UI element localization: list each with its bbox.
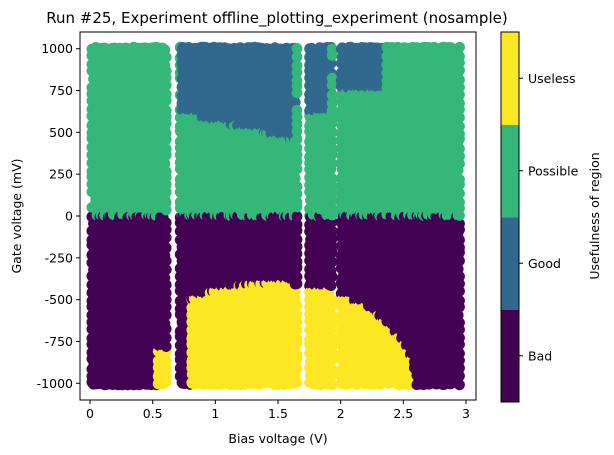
scatter-point	[160, 127, 172, 139]
scatter-point	[160, 323, 172, 335]
scatter-point	[160, 279, 172, 291]
chart-title: Run #25, Experiment offline_plotting_exp…	[46, 9, 507, 28]
scatter-point	[160, 217, 172, 229]
scatter-point	[160, 143, 172, 155]
scatter-point	[160, 65, 172, 77]
scatter-point	[160, 105, 172, 116]
scatter-point	[160, 166, 172, 177]
scatter-point	[160, 51, 172, 63]
scatter-point	[160, 197, 172, 208]
scatter-point	[160, 356, 172, 367]
scatter-points	[86, 41, 465, 391]
scatter-point	[160, 255, 172, 267]
scatter-point	[160, 242, 172, 254]
